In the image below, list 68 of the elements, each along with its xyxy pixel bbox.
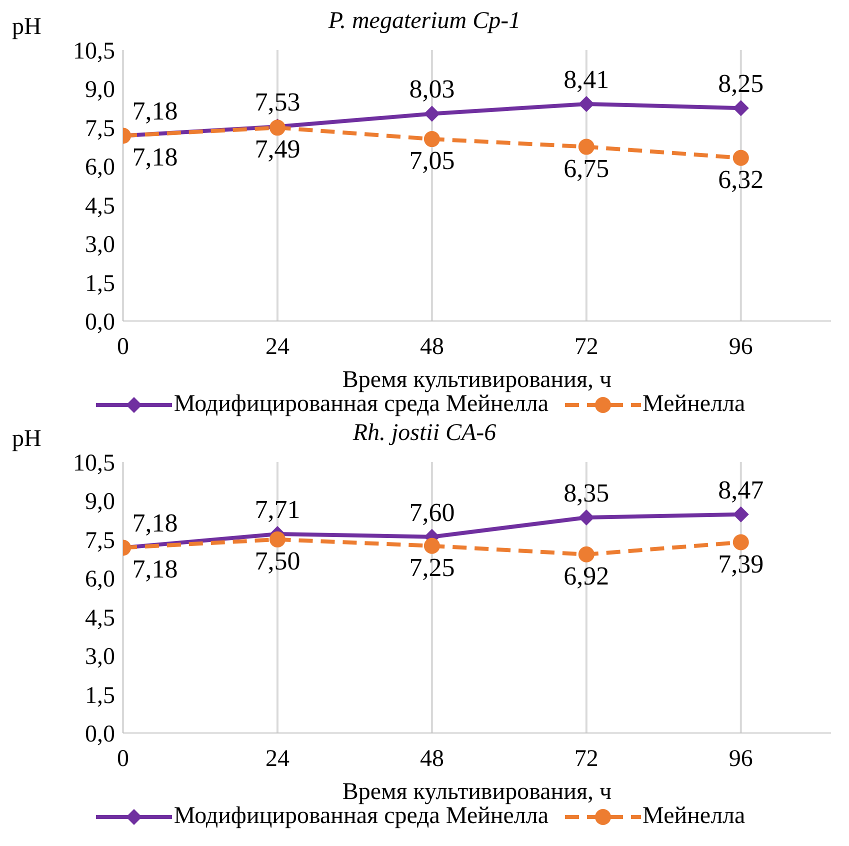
x-tick-label: 48 (420, 334, 444, 360)
point (732, 534, 749, 550)
y-tick-label: 9,0 (85, 77, 115, 104)
point (269, 531, 286, 548)
x-tick-label: 24 (265, 334, 290, 360)
data-label: 7,18 (132, 142, 178, 172)
data-label: 7,18 (132, 96, 178, 126)
data-label: 7,71 (254, 495, 300, 524)
y-axis-title: pH (12, 426, 42, 453)
data-label: 7,49 (254, 134, 300, 164)
y-tick-label: 10,5 (73, 38, 115, 65)
data-label: 7,39 (718, 549, 764, 578)
x-tick-label: 96 (728, 746, 753, 772)
data-label: 7,05 (409, 146, 455, 176)
data-label: 8,41 (564, 64, 610, 94)
data-label: 8,03 (409, 74, 455, 104)
y-tick-label: 0,0 (85, 310, 115, 336)
x-tick-label: 96 (728, 334, 753, 360)
y-tick-label: 3,0 (85, 232, 115, 258)
data-label: 6,75 (564, 154, 610, 183)
point (732, 150, 749, 166)
point (424, 131, 440, 148)
x-axis-title: Время культивирования, ч (342, 367, 612, 393)
point (424, 538, 440, 554)
legend-label: Модифицированная среда Мейнелла (174, 391, 549, 418)
x-tick-label: 0 (117, 334, 129, 360)
x-axis-title: Время культивирования, ч (342, 779, 612, 805)
y-tick-label: 0,0 (85, 722, 115, 748)
y-tick-label: 1,5 (85, 270, 115, 297)
chart-title: P. megaterium Cp-1 (328, 8, 521, 34)
x-tick-label: 48 (420, 746, 444, 772)
y-tick-label: 6,0 (85, 566, 115, 593)
y-axis-title: pH (12, 14, 42, 41)
data-label: 8,47 (718, 475, 764, 504)
legend-label: Мейнелла (642, 803, 746, 830)
y-tick-label: 4,5 (85, 193, 115, 220)
data-label: 6,92 (564, 561, 610, 590)
data-label: 7,18 (132, 508, 178, 538)
y-tick-label: 9,0 (85, 489, 115, 516)
point (578, 546, 594, 562)
data-label: 6,32 (718, 164, 764, 194)
point (578, 96, 594, 112)
point (424, 106, 440, 122)
point (578, 509, 594, 526)
point (732, 506, 749, 522)
y-tick-label: 10,5 (73, 450, 115, 477)
y-tick-label: 6,0 (85, 154, 115, 181)
data-label: 7,25 (409, 552, 455, 582)
x-tick-label: 72 (574, 334, 598, 360)
data-label: 8,25 (718, 69, 764, 98)
legend-label: Модифицированная среда Мейнелла (174, 803, 549, 830)
x-tick-label: 72 (574, 746, 598, 772)
data-label: 7,53 (254, 88, 300, 117)
y-tick-label: 3,0 (85, 644, 115, 670)
point (732, 100, 749, 116)
chart-title: Rh. jostii CA-6 (352, 420, 496, 446)
y-tick-label: 7,5 (85, 116, 115, 142)
data-label: 7,60 (409, 498, 455, 527)
y-tick-label: 1,5 (85, 682, 115, 709)
data-label: 7,50 (254, 546, 300, 576)
data-label: 7,18 (132, 554, 178, 584)
point (578, 138, 594, 155)
y-tick-label: 4,5 (85, 605, 115, 632)
legend-label: Мейнелла (642, 391, 746, 418)
data-label: 8,35 (564, 478, 610, 508)
x-tick-label: 0 (117, 746, 129, 772)
x-tick-label: 24 (265, 746, 290, 772)
y-tick-label: 7,5 (85, 528, 115, 554)
